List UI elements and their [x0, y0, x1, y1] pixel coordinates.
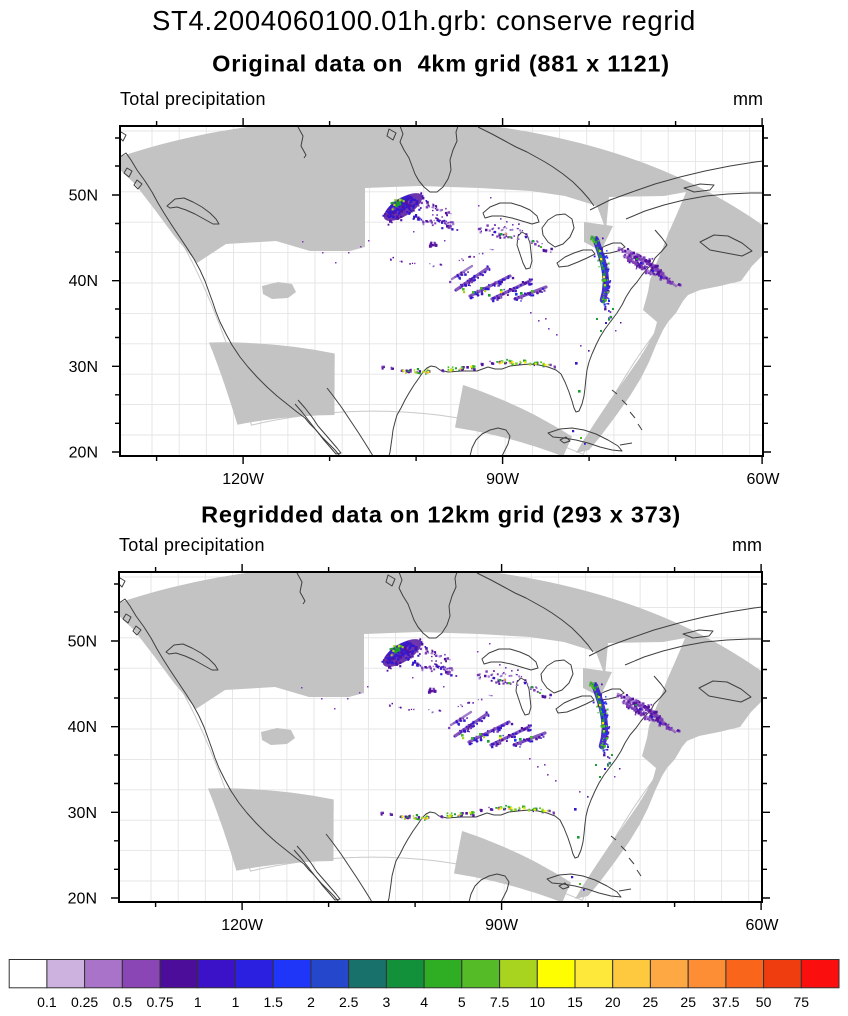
- svg-text:1: 1: [232, 994, 240, 1010]
- svg-text:0.75: 0.75: [146, 994, 173, 1010]
- svg-text:1.5: 1.5: [263, 994, 283, 1010]
- svg-text:10: 10: [530, 994, 546, 1010]
- svg-text:0.5: 0.5: [113, 994, 133, 1010]
- svg-text:25: 25: [680, 994, 696, 1010]
- svg-text:Regridded data on 12km grid (2: Regridded data on 12km grid (293 x 373): [201, 502, 681, 528]
- svg-text:25: 25: [643, 994, 659, 1010]
- svg-text:1: 1: [194, 994, 202, 1010]
- svg-text:75: 75: [794, 994, 810, 1010]
- svg-text:7.5: 7.5: [490, 994, 510, 1010]
- svg-text:37.5: 37.5: [712, 994, 739, 1010]
- svg-text:20: 20: [605, 994, 621, 1010]
- svg-text:2.5: 2.5: [339, 994, 359, 1010]
- svg-text:0.1: 0.1: [37, 994, 57, 1010]
- svg-text:Original data on 4km grid (88: Original data on 4km grid (881 x 1121): [212, 51, 670, 77]
- svg-text:0.25: 0.25: [71, 994, 98, 1010]
- svg-text:ST4.2004060100.01h.grb: conser: ST4.2004060100.01h.grb: conserve regrid: [152, 5, 696, 36]
- svg-text:2: 2: [307, 994, 315, 1010]
- svg-text:15: 15: [567, 994, 583, 1010]
- svg-text:4: 4: [420, 994, 428, 1010]
- svg-text:3: 3: [383, 994, 391, 1010]
- svg-text:50: 50: [756, 994, 772, 1010]
- svg-text:5: 5: [458, 994, 466, 1010]
